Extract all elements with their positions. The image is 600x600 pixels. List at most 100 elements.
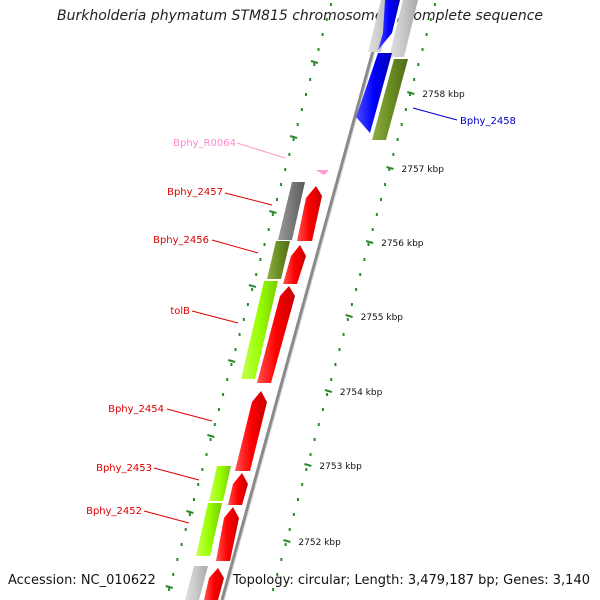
outer-dotted-line-dot — [288, 153, 291, 156]
cds-arrow-bphy-2452 — [216, 507, 239, 561]
scale-dotted-line-dot — [396, 138, 399, 141]
scale-dotted-line-dot — [367, 243, 370, 246]
cds-arrow-bottom — [204, 568, 224, 600]
backbone-highlight — [223, 0, 390, 600]
scale-tick-label: 2755 kbp — [361, 313, 404, 323]
cog-segment-light-bottom — [185, 566, 208, 600]
cog-segment-lime-2452 — [196, 503, 222, 556]
scale-tick — [283, 539, 291, 543]
outer-dotted-line-dot — [296, 123, 299, 126]
outer-tick — [207, 434, 215, 438]
gene-label-bphy-2454: Bphy_2454 — [108, 404, 164, 415]
scale-dotted-line-dot — [433, 3, 436, 6]
outer-dotted-line-dot — [188, 513, 191, 516]
scale-dotted-line-dot — [309, 453, 312, 456]
scale-dotted-line-dot — [272, 588, 275, 591]
scale-tick — [407, 91, 415, 95]
cds-arrow-bphy-2454 — [235, 391, 267, 471]
accession-text: Accession: NC_010622 — [8, 573, 156, 588]
leader-bphy-2454 — [166, 408, 213, 422]
outer-dotted-line-dot — [313, 63, 316, 66]
scale-dotted-line-dot — [392, 153, 395, 156]
scale-dotted-line-dot — [371, 228, 374, 231]
leader-bphy-2453 — [153, 467, 200, 481]
scale-tick-label: 2756 kbp — [381, 239, 424, 249]
outer-dotted-line-dot — [292, 138, 295, 141]
outer-dotted-line-dot — [180, 543, 183, 546]
cog-track — [185, 0, 418, 600]
leader-tolb — [191, 310, 239, 324]
leader-bphy-2457 — [224, 192, 273, 206]
scale-dotted-line-dot — [429, 18, 432, 21]
scale-dotted-line-dot — [330, 378, 333, 381]
gene-label-bphy-r0064: Bphy_R0064 — [173, 138, 236, 149]
outer-dotted-line-dot — [271, 213, 274, 216]
cog-segment-olive-2458 — [372, 59, 408, 140]
outer-dotted-line-dot — [168, 588, 171, 591]
outer-dotted-line-dot — [284, 168, 287, 171]
outer-dotted-line-dot — [325, 18, 328, 21]
scale-dotted-line-dot — [276, 573, 279, 576]
leader-bphy-r0064 — [236, 142, 286, 159]
scale-dotted-line-dot — [321, 408, 324, 411]
scale-tick — [304, 463, 312, 467]
outer-tick — [186, 510, 194, 514]
scale-dotted-line-dot — [421, 48, 424, 51]
cds-arrow-bphy-2456 — [283, 245, 306, 284]
outer-dotted-line-dot — [213, 423, 216, 426]
outer-tick — [227, 359, 236, 363]
scale-dotted-line-dot — [359, 273, 362, 276]
outer-dotted-line-dot — [259, 258, 262, 261]
outer-dotted-line-dot — [222, 393, 225, 396]
scale-tick-label: 2752 kbp — [298, 538, 341, 548]
leader-bphy-2452 — [143, 510, 190, 524]
scale-dotted-line-dot — [413, 78, 416, 81]
outer-dotted-line-dot — [300, 108, 303, 111]
outer-dotted-line-dot — [251, 288, 254, 291]
scale-dotted-line-dot — [292, 513, 295, 516]
gene-label-bphy-2457: Bphy_2457 — [167, 187, 223, 198]
outer-tick — [248, 284, 257, 288]
cds-track — [204, 0, 400, 600]
cog-segment-lime-2453 — [209, 466, 231, 501]
outer-dotted-line-dot — [226, 378, 229, 381]
gene-label-bphy-2456: Bphy_2456 — [153, 235, 209, 246]
scale-tick — [324, 389, 333, 393]
cds-arrow-bphy-2458 — [356, 53, 392, 133]
outer-dotted-line-dot — [234, 348, 237, 351]
gene-labels: Bphy_R0064 Bphy_2458 Bphy_2457 Bphy_2456… — [86, 116, 516, 517]
scale-tick — [386, 166, 394, 170]
outer-dotted-line-dot — [193, 498, 195, 501]
scale-dotted-line-dot — [334, 363, 337, 366]
gene-label-bphy-2452: Bphy_2452 — [86, 506, 142, 517]
gene-label-bphy-2458: Bphy_2458 — [460, 116, 516, 127]
scale-tick-label: 2758 kbp — [422, 90, 465, 100]
scale-dotted-line-dot — [363, 258, 366, 261]
outer-dotted-line-dot — [217, 408, 220, 411]
scale-tick-label: 2757 kbp — [402, 165, 445, 175]
outer-tick — [165, 585, 173, 589]
cog-segment-gray-2457 — [278, 182, 305, 240]
outer-dotted-line-dot — [172, 573, 175, 576]
outer-tick — [310, 60, 319, 64]
scale-dotted-line-dot — [409, 93, 411, 96]
cog-segment-olive-2456 — [267, 241, 290, 279]
scale-dotted-line-dot — [313, 438, 316, 441]
scale-tick — [345, 314, 353, 318]
scale-dotted-line-dot — [338, 348, 341, 351]
outer-tick — [289, 135, 298, 139]
outer-dotted-line-dot — [184, 528, 187, 531]
cds-arrow-top — [378, 0, 400, 50]
scale-dotted-line-dot — [346, 318, 349, 321]
scale-dotted-line-dot — [417, 63, 420, 66]
outer-dotted-line-dot — [238, 333, 241, 336]
outer-dotted-line-dot — [209, 438, 212, 441]
scale-dotted-line-dot — [305, 468, 308, 471]
outer-dotted-line-dot — [201, 468, 204, 471]
outer-dotted-line-dot — [242, 318, 245, 321]
scale-dotted-line-dot — [375, 213, 378, 216]
backbone-line — [220, 0, 389, 600]
dotted-guides — [168, 3, 436, 591]
scale-dotted-line-dot — [317, 423, 320, 426]
scale-dotted-line-dot — [384, 183, 387, 186]
